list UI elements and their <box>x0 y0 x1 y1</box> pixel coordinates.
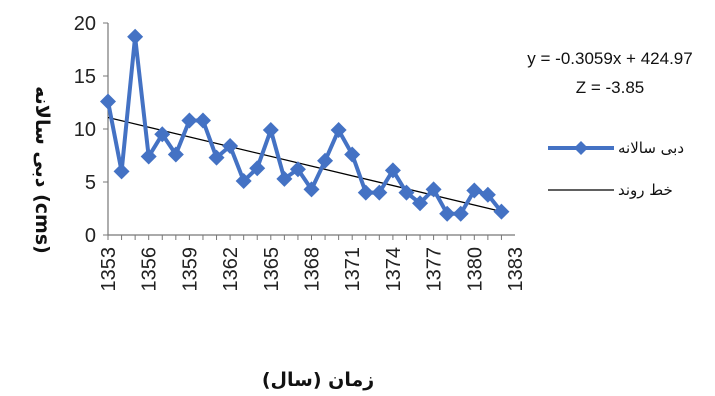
series <box>100 28 510 222</box>
y-tick-label: 15 <box>74 66 96 88</box>
x-tick-label: 1383 <box>505 247 527 292</box>
data-point <box>167 146 184 163</box>
data-point <box>181 112 198 129</box>
data-point <box>154 126 171 143</box>
x-axis-label: زمان (سال) <box>262 369 374 391</box>
data-point <box>317 152 334 169</box>
x-tick-label: 1371 <box>342 247 364 292</box>
data-point <box>276 170 293 187</box>
y-tick-label: 10 <box>74 119 96 141</box>
data-point <box>262 122 279 139</box>
x-tick-label: 1362 <box>220 247 242 292</box>
data-point <box>425 181 442 198</box>
legend-series-marker <box>574 141 588 155</box>
data-point <box>194 112 211 129</box>
y-axis-label: دبی سالانه (cms) <box>31 86 53 254</box>
x-tick-label: 1365 <box>261 247 283 292</box>
data-point <box>479 186 496 203</box>
data-point <box>466 182 483 199</box>
trend-equation: y = -0.3059x + 424.97 <box>527 49 692 68</box>
data-point <box>303 181 320 198</box>
data-point <box>371 184 388 201</box>
data-point <box>289 161 306 178</box>
data-point <box>222 137 239 154</box>
data-point <box>398 184 415 201</box>
legend-trend-label: خط روند <box>618 181 673 199</box>
data-point <box>357 184 374 201</box>
data-point <box>140 148 157 165</box>
series-line <box>106 34 503 216</box>
trend-z-value: Z = -3.85 <box>576 78 645 97</box>
y-tick-label: 5 <box>85 172 96 194</box>
data-point <box>113 163 130 180</box>
x-tick-label: 1356 <box>139 247 161 292</box>
x-tick-label: 1368 <box>302 247 324 292</box>
data-point <box>412 195 429 212</box>
data-point <box>127 28 144 45</box>
data-point <box>235 172 252 189</box>
legend-series-label: دبی سالانه <box>618 139 684 157</box>
data-point <box>493 203 510 220</box>
x-tick-label: 1359 <box>179 247 201 292</box>
x-tick-label: 1377 <box>424 247 446 292</box>
data-point <box>249 160 266 177</box>
data-point <box>439 205 456 222</box>
legend: دبی سالانه خط روند <box>548 139 684 199</box>
x-tick-label: 1374 <box>383 247 405 292</box>
data-point <box>384 162 401 179</box>
data-point <box>208 149 225 166</box>
data-point <box>330 122 347 139</box>
x-tick-label: 1353 <box>98 247 120 292</box>
y-tick-label: 0 <box>85 225 96 247</box>
data-point <box>100 93 116 110</box>
y-tick-label: 20 <box>74 13 96 35</box>
data-point <box>344 146 361 163</box>
data-point <box>452 205 469 222</box>
axes: 0 5 10 15 20 1353 1356 1359 1362 1365 1368 1371 1374… <box>74 13 527 292</box>
x-tick-label: 1380 <box>464 247 486 292</box>
